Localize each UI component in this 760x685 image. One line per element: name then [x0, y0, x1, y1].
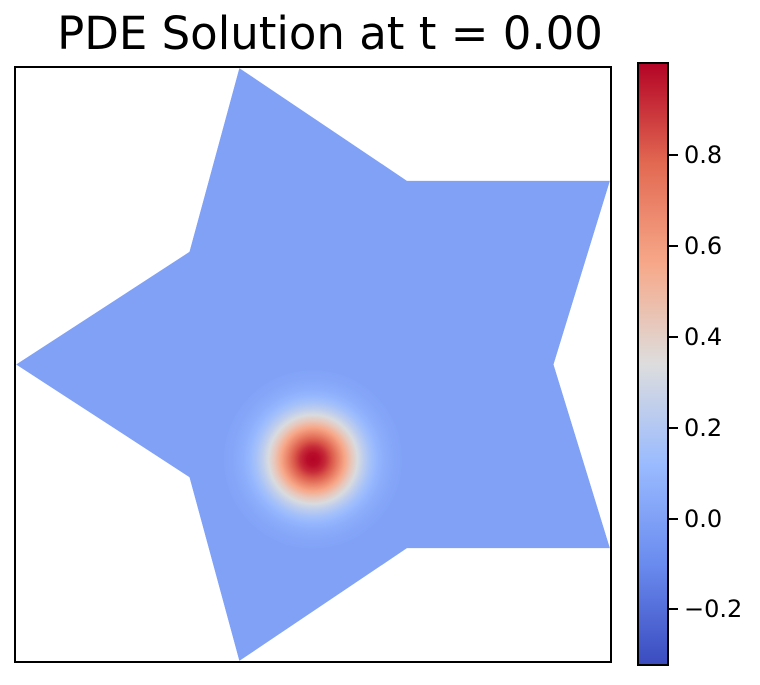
colorbar-tick-label: −0.2	[684, 595, 743, 624]
colorbar-tick-label: 0.6	[684, 231, 723, 260]
colorbar-gradient	[639, 64, 667, 664]
colorbar-tick-mark	[669, 153, 678, 156]
colorbar-tick-mark	[669, 426, 678, 429]
plot-area	[14, 66, 612, 663]
colorbar-tick-label: 0.2	[684, 413, 723, 442]
colorbar-tick-mark	[669, 244, 678, 247]
colorbar-tick-label: 0.4	[684, 322, 723, 351]
star-domain	[16, 68, 610, 661]
peak-hotspot	[223, 370, 403, 549]
colorbar-tick-mark	[669, 608, 678, 611]
heatmap-svg	[16, 68, 610, 661]
colorbar-tick-label: 0.8	[684, 140, 723, 169]
colorbar-tick-mark	[669, 335, 678, 338]
chart-title: PDE Solution at t = 0.00	[57, 7, 603, 60]
colorbar-tick-label: 0.0	[684, 504, 723, 533]
colorbar-tick-mark	[669, 517, 678, 520]
colorbar	[637, 62, 669, 666]
